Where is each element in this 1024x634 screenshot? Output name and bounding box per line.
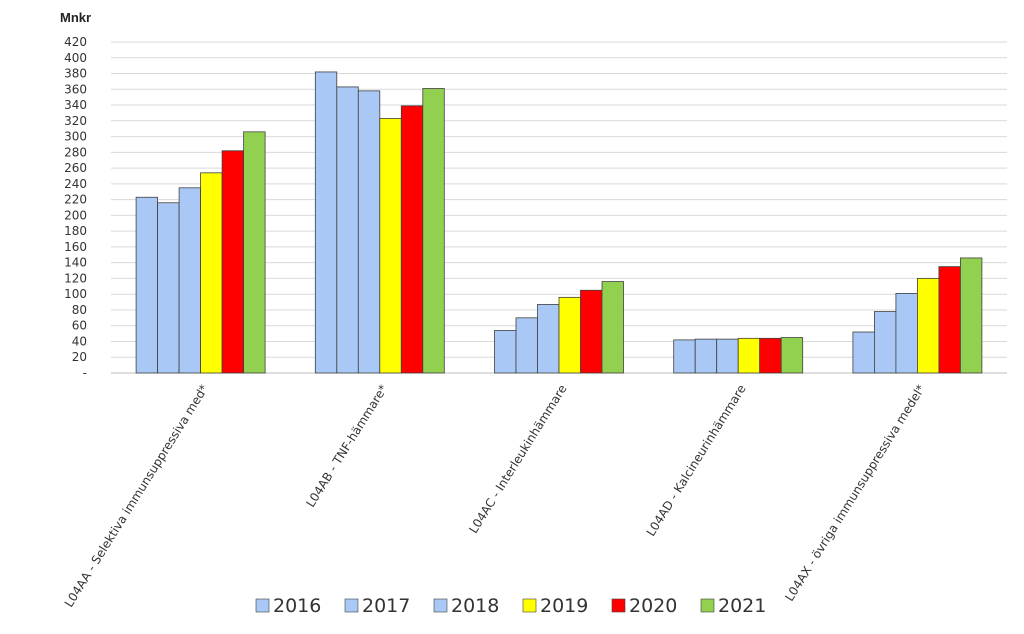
legend-swatch	[433, 598, 448, 613]
bar	[221, 150, 245, 374]
x-tick-label: L04AA - Selektiva immunsuppressiva med*	[62, 382, 211, 610]
bar	[178, 187, 202, 374]
y-tick-label: 140	[64, 256, 87, 270]
bar	[422, 88, 445, 374]
bar	[558, 296, 581, 374]
legend-label: 2021	[718, 595, 766, 617]
y-tick-label: 80	[72, 303, 87, 317]
bar	[960, 257, 983, 374]
y-tick-label: -	[83, 366, 87, 380]
bar	[379, 118, 402, 374]
bar	[357, 90, 381, 374]
bar	[601, 281, 624, 374]
y-tick-label: 200	[64, 208, 87, 222]
legend-label: 2018	[451, 595, 499, 617]
y-tick-label: 100	[64, 287, 87, 301]
bar	[716, 338, 739, 374]
legend-swatch	[522, 598, 537, 613]
bar	[694, 338, 718, 374]
x-tick-label: L04AD - Kalcineurinhämmare	[644, 382, 749, 539]
legend-swatch	[344, 598, 359, 613]
legend-label: 2017	[362, 595, 410, 617]
bar	[515, 317, 538, 374]
legend-label: 2019	[540, 595, 588, 617]
bar	[494, 330, 517, 374]
bar	[874, 311, 897, 374]
y-tick-label: 60	[72, 319, 87, 333]
y-tick-label: 240	[64, 177, 87, 191]
y-tick-label: 40	[72, 334, 87, 348]
bar	[580, 289, 603, 374]
y-tick-label: 220	[64, 193, 87, 207]
bar	[895, 293, 918, 374]
bar	[852, 331, 875, 374]
bar	[917, 278, 940, 374]
y-tick-label: 260	[64, 161, 87, 175]
bar	[135, 196, 159, 374]
bar	[780, 337, 804, 374]
y-tick-label: 360	[64, 82, 87, 96]
legend-label: 2020	[629, 595, 677, 617]
bar	[314, 71, 338, 374]
bar	[243, 131, 266, 374]
y-tick-label: 380	[64, 67, 87, 81]
y-tick-label: 20	[72, 350, 87, 364]
bar	[200, 172, 223, 374]
legend-swatch	[255, 598, 270, 613]
x-tick-label: L04AC - Interleukinhämmare	[466, 382, 569, 536]
bar	[673, 339, 696, 374]
x-tick-label: L04AX - övriga immunsuppressiva medel*	[782, 382, 928, 603]
y-tick-label: 420	[64, 35, 87, 49]
bar	[938, 266, 961, 374]
y-tick-label: 280	[64, 145, 87, 159]
y-tick-label: 300	[64, 130, 87, 144]
y-tick-label: 320	[64, 114, 87, 128]
x-tick-label: L04AB - TNF-hämmare*	[303, 382, 390, 510]
y-tick-label: 340	[64, 98, 87, 112]
bar	[157, 202, 180, 374]
bar	[400, 105, 424, 374]
y-unit-label: Mnkr	[60, 10, 92, 25]
legend-swatch	[611, 598, 626, 613]
y-tick-label: 120	[64, 271, 87, 285]
bar	[759, 337, 782, 374]
y-tick-label: 400	[64, 51, 87, 65]
bar	[336, 86, 359, 374]
legend-label: 2016	[273, 595, 321, 617]
bar	[537, 304, 560, 374]
bar	[737, 337, 761, 374]
legend-swatch	[700, 598, 715, 613]
y-tick-label: 160	[64, 240, 87, 254]
y-tick-label: 180	[64, 224, 87, 238]
